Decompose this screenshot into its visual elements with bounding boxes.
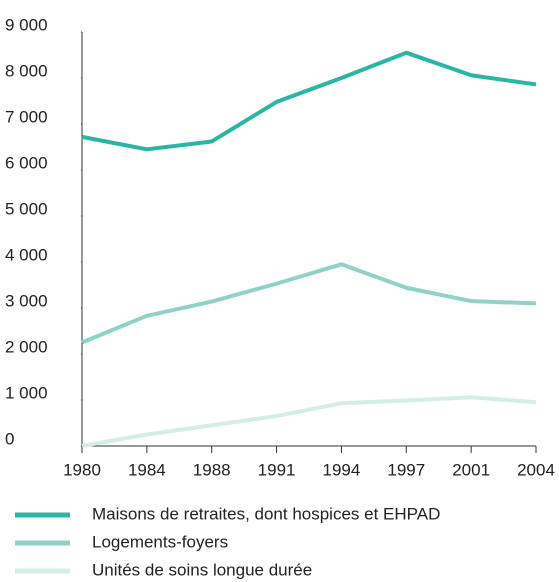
y-tick-label: 8 000 [5,61,48,80]
x-tick-label: 2001 [452,460,490,479]
x-tick-label: 1997 [387,460,425,479]
x-tick-label: 1980 [63,460,101,479]
series-line [81,50,537,152]
legend-label: Maisons de retraites, dont hospices et E… [92,504,440,523]
y-tick-label: 0 [5,429,14,448]
legend-label: Logements-foyers [92,532,228,551]
x-tick-label: 1984 [128,460,166,479]
y-tick-label: 1 000 [5,383,48,402]
y-tick-label: 4 000 [5,245,48,264]
y-tick-label: 3 000 [5,291,48,310]
legend-label: Unités de soins longue durée [92,560,312,579]
series-line [81,395,537,448]
x-tick-label: 1988 [193,460,231,479]
y-tick-label: 9 000 [5,15,48,34]
y-tick-label: 6 000 [5,153,48,172]
x-tick-label: 1994 [323,460,361,479]
y-tick-label: 2 000 [5,337,48,356]
x-tick-label: 1991 [258,460,296,479]
y-tick-label: 7 000 [5,107,48,126]
y-tick-label: 5 000 [5,199,48,218]
series-line [81,262,537,345]
x-tick-label: 2004 [517,460,555,479]
